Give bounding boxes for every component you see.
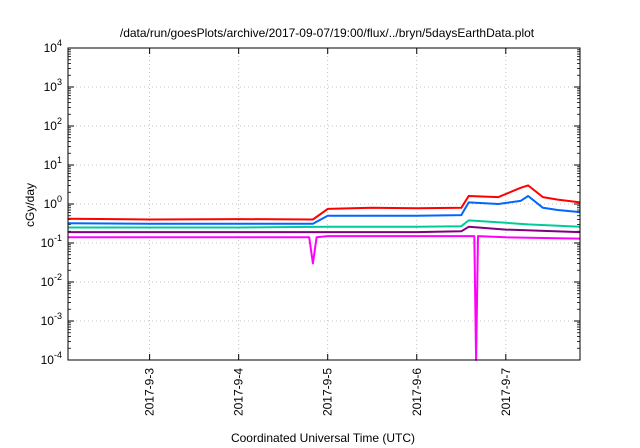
y-tick-label: 103	[44, 77, 62, 94]
series-line-1	[67, 184, 581, 221]
y-tick-label: 10-4	[41, 350, 62, 367]
plot-frame	[67, 47, 581, 361]
x-tick-label: 2017-9-7	[499, 368, 513, 416]
x-tick-label: 2017-9-3	[143, 368, 157, 416]
y-tick-label: 101	[44, 155, 62, 172]
y-tick-label: 10-1	[41, 233, 62, 250]
y-tick-label: 10-3	[41, 311, 62, 328]
grid	[68, 48, 580, 360]
series-line-5	[68, 235, 581, 361]
series-line-2	[67, 195, 581, 225]
y-tick-label: 104	[44, 38, 62, 55]
y-axis-label: cGy/day	[23, 183, 37, 227]
y-tick-label: 102	[44, 116, 62, 133]
x-tick-label: 2017-9-4	[232, 368, 246, 416]
chart-title: /data/run/goesPlots/archive/2017-09-07/1…	[120, 26, 535, 40]
series-line-4	[68, 225, 581, 234]
x-tick-label: 2017-9-5	[321, 368, 335, 416]
y-ticks: 10-4 10-3 10-2 10-1 100 101 102 103 104	[41, 38, 580, 367]
y-tick-label: 100	[44, 194, 62, 211]
series-line-3	[68, 219, 581, 229]
y-tick-label: 10-2	[41, 272, 62, 289]
series-lines	[67, 184, 581, 361]
x-ticks: 2017-9-3 2017-9-4 2017-9-5 2017-9-6 2017-9-7	[143, 48, 513, 416]
x-tick-label: 2017-9-6	[410, 368, 424, 416]
x-axis-label: Coordinated Universal Time (UTC)	[231, 431, 415, 445]
